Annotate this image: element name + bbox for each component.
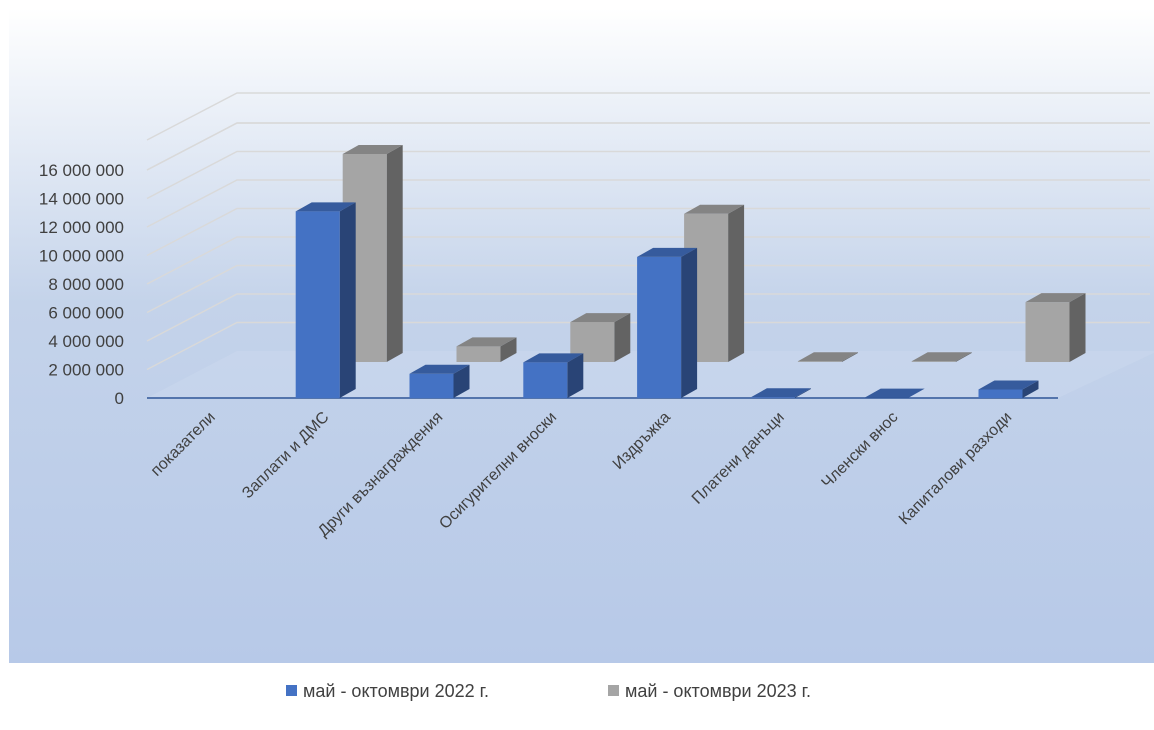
y-tick-label: 8 000 000	[48, 275, 124, 294]
y-tick-label: 12 000 000	[39, 218, 124, 237]
legend-label: май - октомври 2022 г.	[303, 681, 489, 701]
gridline	[146, 264, 1150, 314]
bar-series-1	[864, 388, 925, 398]
y-tick-label: 14 000 000	[39, 190, 124, 209]
legend-label: май - октомври 2023 г.	[625, 681, 811, 701]
gridline	[146, 122, 1150, 171]
y-tick-label: 16 000 000	[39, 161, 124, 180]
bar-series-1	[978, 380, 1039, 398]
legend-swatch	[608, 685, 619, 696]
bar-series-1	[409, 364, 470, 398]
gridline	[146, 321, 1150, 371]
gridline	[146, 150, 1150, 200]
bar-series-1	[750, 388, 811, 398]
gridline	[146, 293, 1150, 342]
bar-series-2	[456, 337, 517, 362]
bar-series-1	[523, 353, 584, 398]
y-tick-label: 6 000 000	[48, 304, 124, 323]
y-tick-label: 10 000 000	[39, 247, 124, 266]
gridline	[146, 207, 1150, 257]
legend-swatch	[286, 685, 297, 696]
bar-series-1	[295, 202, 356, 398]
y-tick-label: 2 000 000	[48, 361, 124, 380]
bar-series-2	[797, 352, 858, 362]
y-tick-label: 4 000 000	[48, 332, 124, 351]
bar-series-1	[637, 247, 698, 398]
bar-series-2	[911, 352, 972, 362]
gridline	[146, 236, 1150, 285]
bar-series-2	[1025, 293, 1086, 362]
gridline	[146, 92, 1150, 141]
y-tick-label: 0	[115, 389, 124, 408]
gridline	[146, 179, 1150, 228]
